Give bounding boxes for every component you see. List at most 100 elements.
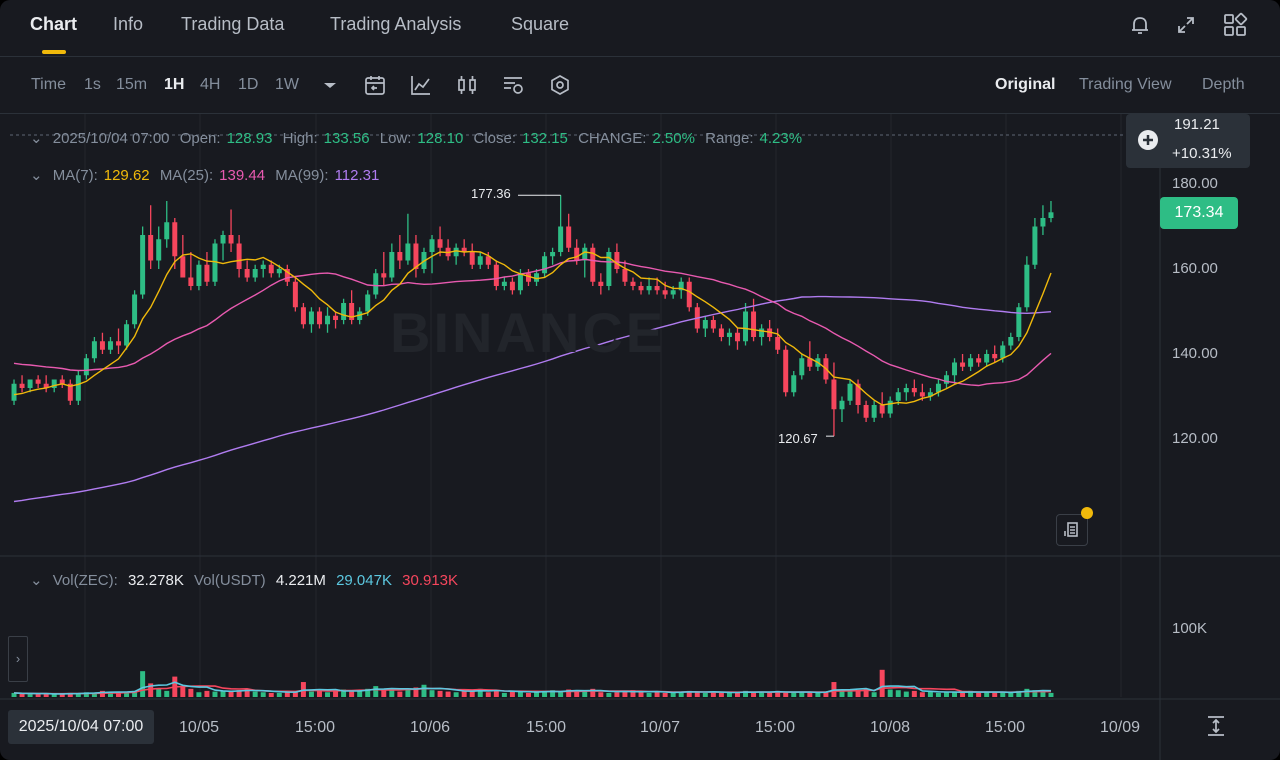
volume-bar [855, 690, 861, 697]
volume-bar [871, 692, 877, 697]
candle-body [654, 286, 660, 291]
timeframe-1h[interactable]: 1H [164, 76, 185, 93]
price-tick: 180.00 [1172, 175, 1218, 192]
candle-body [188, 277, 194, 286]
candle-body [316, 311, 322, 325]
volume-tick: 100K [1172, 620, 1208, 637]
add-alert-icon[interactable] [1134, 126, 1162, 154]
ma-info: ⌄ MA(7): 129.62 MA(25): 139.44 MA(99): 112.… [30, 166, 385, 184]
candlestick-chart[interactable] [0, 114, 1280, 760]
candle-body [542, 256, 548, 274]
volume-bar [919, 692, 925, 697]
binance-watermark: BINANCE [390, 301, 667, 364]
timeframe-1s[interactable]: 1s [84, 76, 101, 93]
candle-body [204, 264, 210, 282]
candle-body [630, 281, 636, 286]
volume-bar [662, 692, 668, 697]
candle-body [550, 252, 556, 257]
grid-apps-icon[interactable] [1222, 12, 1248, 38]
timeframe-time[interactable]: Time [31, 76, 66, 93]
view-trading-view[interactable]: Trading View [1079, 76, 1172, 93]
tab-chart[interactable]: Chart [30, 14, 78, 34]
ma7-line [13, 250, 1052, 406]
volume-bar [485, 692, 491, 697]
volume-bar [357, 690, 363, 697]
volume-bar [11, 692, 17, 697]
chart-toolbar: Time 1s 15m 1H 4H 1D 1W Original [0, 57, 1280, 114]
tab-trading-analysis[interactable]: Trading Analysis [330, 14, 462, 34]
bell-icon[interactable] [1127, 12, 1153, 38]
candle-body [702, 320, 708, 329]
volume-bar [943, 692, 949, 697]
news-notice-icon[interactable] [1056, 507, 1093, 546]
range-label: Range: [705, 130, 754, 147]
tab-info[interactable]: Info [113, 14, 144, 34]
volume-bar [558, 691, 564, 697]
candle-body [751, 311, 757, 337]
tab-square[interactable]: Square [511, 14, 570, 34]
top-tab-bar: Chart Info Trading Data Trading Analysis… [0, 0, 1280, 57]
timeframe-4h[interactable]: 4H [200, 76, 221, 93]
expand-arrows-icon[interactable] [1173, 12, 1199, 38]
crosshair-change: +10.31% [1172, 145, 1232, 162]
time-label: 10/09 [1100, 719, 1141, 736]
vol-zec-label: Vol(ZEC): [52, 572, 118, 589]
view-depth[interactable]: Depth [1202, 76, 1245, 93]
settings-icon[interactable] [501, 73, 525, 97]
volume-bar [316, 690, 322, 697]
candle-body [919, 392, 925, 397]
candle-body [43, 383, 49, 388]
volume-bar [622, 690, 628, 697]
volume-bar [1032, 690, 1038, 697]
candle-body [646, 286, 652, 291]
candle-body [582, 247, 588, 261]
volume-bar [767, 692, 773, 697]
timeframe-15m[interactable]: 15m [116, 76, 148, 93]
candle-body [493, 264, 499, 286]
volume-bar [140, 671, 146, 697]
low-value: 128.10 [417, 130, 464, 147]
volume-bar [276, 692, 282, 697]
candle-body [308, 311, 314, 325]
high-annotation: 177.36 [471, 186, 511, 201]
candle-body [292, 281, 298, 308]
candle-type-icon[interactable] [455, 73, 479, 97]
collapse-chevron-icon[interactable]: ⌄ [30, 130, 43, 147]
candle-body [485, 256, 491, 265]
candle-body [453, 247, 459, 257]
candle-body [429, 239, 435, 252]
change-value: 2.50% [652, 130, 695, 147]
volume-bar [83, 692, 89, 697]
volume-bar [252, 691, 258, 697]
fit-axis-icon[interactable] [1204, 714, 1228, 738]
timeframe-1w[interactable]: 1W [275, 76, 299, 93]
volume-bar [107, 691, 113, 697]
vol-collapse-chevron-icon[interactable]: ⌄ [30, 572, 43, 589]
volume-bar [976, 692, 982, 697]
volume-bar [879, 669, 885, 697]
tab-trading-data[interactable]: Trading Data [181, 14, 285, 34]
volume-bar [180, 686, 186, 697]
view-original[interactable]: Original [995, 76, 1056, 93]
candle-body [718, 328, 724, 337]
side-panel-toggle[interactable]: › [8, 636, 28, 682]
range-value: 4.23% [759, 130, 803, 147]
candle-body [863, 405, 869, 418]
candle-body [831, 379, 837, 410]
volume-bar [501, 692, 507, 697]
volume-bar [421, 684, 427, 697]
volume-bar [333, 690, 339, 697]
calendar-icon[interactable] [363, 73, 387, 97]
timeframe-1d[interactable]: 1D [238, 76, 259, 93]
indicator-icon[interactable] [409, 73, 433, 97]
high-label: High: [282, 130, 318, 147]
candle-body [927, 392, 933, 397]
chevron-down-icon[interactable] [318, 73, 342, 97]
volume-bar [51, 694, 57, 697]
volume-bar [75, 693, 81, 697]
hexagon-icon[interactable] [548, 73, 572, 97]
ma-collapse-chevron-icon[interactable]: ⌄ [30, 167, 43, 184]
candle-body [276, 269, 282, 274]
time-label: 10/06 [410, 719, 451, 736]
